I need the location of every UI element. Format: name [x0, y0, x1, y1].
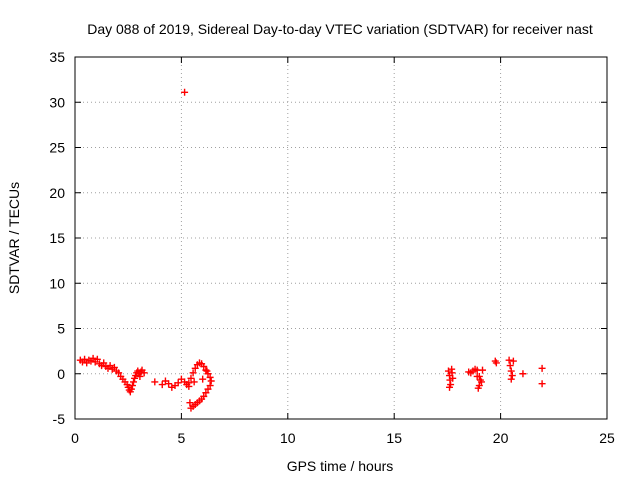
data-point	[127, 385, 135, 393]
data-point	[508, 372, 516, 380]
data-point	[190, 378, 198, 386]
chart-title: Day 088 of 2019, Sidereal Day-to-day VTE…	[87, 21, 593, 37]
tick-labels: 0 5 10 15 20 25 -5 0 5 10 15 20 25 30 35	[49, 49, 615, 446]
x-tick-label: 10	[280, 430, 296, 446]
data-point	[202, 366, 210, 374]
y-tick-label: 15	[49, 230, 65, 246]
data-point	[207, 377, 215, 385]
data-points	[76, 88, 546, 412]
data-point	[128, 382, 136, 390]
data-point	[106, 362, 114, 370]
data-point	[186, 399, 194, 407]
data-point	[93, 355, 101, 363]
data-point	[507, 375, 515, 383]
data-point	[509, 357, 517, 365]
data-point	[202, 389, 210, 397]
data-point	[474, 384, 482, 392]
y-tick-label: 10	[49, 275, 65, 291]
data-point	[187, 404, 195, 412]
data-point	[203, 367, 211, 375]
data-point	[204, 385, 212, 393]
data-point	[136, 372, 144, 380]
data-point	[476, 376, 484, 384]
data-point	[449, 374, 457, 382]
data-point	[100, 359, 108, 367]
data-point	[505, 356, 513, 364]
y-tick-label: 30	[49, 94, 65, 110]
data-point	[507, 367, 515, 375]
y-tick-label: -5	[53, 411, 66, 427]
data-point	[519, 370, 527, 378]
data-point	[140, 369, 148, 377]
x-axis-label: GPS time / hours	[287, 458, 394, 474]
data-point	[538, 364, 546, 372]
data-point	[115, 369, 123, 377]
data-point	[200, 363, 208, 371]
data-point	[81, 355, 89, 363]
data-point	[538, 380, 546, 388]
data-point	[473, 372, 481, 380]
x-tick-label: 20	[493, 430, 509, 446]
x-tick-label: 25	[599, 430, 615, 446]
data-point	[130, 378, 138, 386]
data-point	[206, 373, 214, 381]
data-point	[151, 378, 159, 386]
data-point	[174, 379, 182, 387]
y-tick-label: 0	[57, 366, 65, 382]
y-axis-label: SDTVAR / TECUs	[6, 182, 22, 294]
axis-ticks	[74, 56, 608, 420]
y-tick-label: 5	[57, 321, 65, 337]
data-point	[206, 382, 214, 390]
data-point	[165, 380, 173, 388]
data-point	[479, 366, 487, 374]
x-tick-label: 15	[386, 430, 402, 446]
data-point	[446, 383, 454, 391]
x-tick-label: 5	[178, 430, 186, 446]
data-point	[181, 88, 189, 96]
data-point	[185, 382, 193, 390]
data-point	[492, 359, 500, 367]
grid-lines	[75, 57, 607, 419]
data-point	[191, 364, 199, 372]
data-point	[110, 363, 118, 371]
x-tick-label: 0	[71, 430, 79, 446]
data-point	[506, 362, 514, 370]
y-tick-label: 20	[49, 185, 65, 201]
data-point	[189, 369, 197, 377]
data-point	[199, 375, 207, 383]
y-tick-label: 35	[49, 49, 65, 65]
data-point	[187, 374, 195, 382]
y-tick-label: 25	[49, 140, 65, 156]
data-point	[89, 354, 97, 362]
data-point	[158, 381, 166, 389]
